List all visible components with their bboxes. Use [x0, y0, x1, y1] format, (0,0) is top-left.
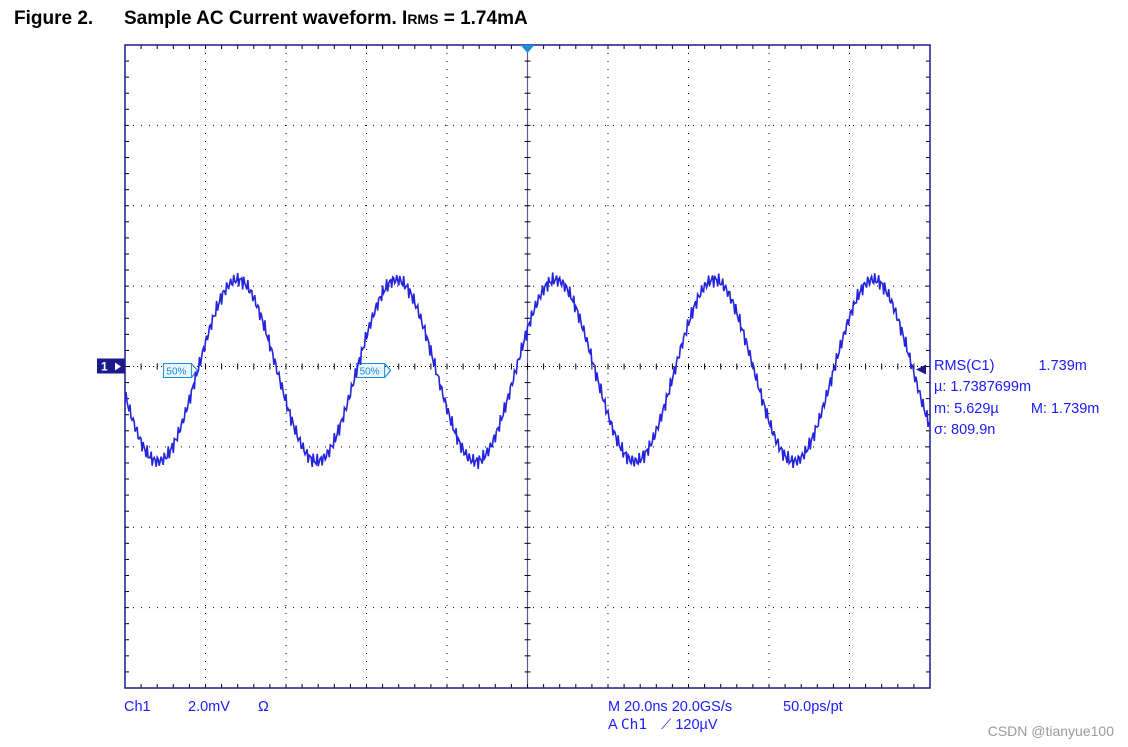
- graticule: [124, 44, 931, 689]
- measurement-min-max: m: 5.629µ M: 1.739m: [934, 401, 1099, 417]
- impedance-icon: Ω: [258, 699, 269, 715]
- level-marker-pointer: [384, 370, 392, 378]
- measurement-mean-label: µ:: [934, 379, 947, 395]
- trigger-readout: A Ch1 ⟋ 120µV: [608, 717, 718, 733]
- measurement-arrow-icon: [916, 364, 926, 375]
- channel-label: Ch1: [124, 699, 151, 715]
- channel-ground-marker: 1: [97, 358, 125, 374]
- trigger-level: 120µV: [675, 717, 718, 733]
- watermark: CSDN @tianyue100: [987, 723, 1114, 739]
- level-marker: 50%: [162, 363, 198, 378]
- timebase-readout: M 20.0ns 20.0GS/s: [608, 699, 732, 715]
- measurement-rms-name: RMS(C1): [934, 358, 995, 374]
- measurement-min-label: m:: [934, 401, 951, 417]
- measurement-sigma: σ: 809.9n: [934, 422, 995, 438]
- figure-title-main: Sample AC Current waveform. I: [124, 8, 408, 29]
- waveform-trace: [124, 272, 931, 470]
- trigger-prefix: A: [608, 717, 617, 733]
- level-marker-pointer: [190, 370, 198, 378]
- measurement-sigma-value: 809.9n: [951, 422, 996, 438]
- level-marker-pointer: [384, 363, 392, 371]
- measurement-max-label: M:: [1030, 401, 1047, 417]
- level-marker-label: 50%: [360, 367, 380, 378]
- figure-title-tail: = 1.74mA: [438, 8, 528, 29]
- trigger-source: Ch1: [620, 717, 648, 733]
- figure-title-sub: RMS: [407, 11, 439, 27]
- figure-label: Figure 2.: [14, 8, 94, 29]
- measurement-sigma-label: σ:: [934, 422, 947, 438]
- measurement-rms-value: 1.739m: [1038, 358, 1087, 374]
- sample-rate: 20.0GS/s: [671, 699, 733, 715]
- level-marker: 50%: [356, 363, 392, 378]
- measurement-max-value: 1.739m: [1050, 401, 1100, 417]
- volts-per-division: 2.0mV: [188, 699, 230, 715]
- channel-ground-label: 1: [101, 360, 108, 374]
- measurement-mean-value: 1.7387699m: [950, 379, 1032, 395]
- trigger-slope-icon: ⟋: [661, 717, 672, 733]
- trigger-position-marker: [520, 45, 535, 53]
- level-marker-label: 50%: [166, 367, 186, 378]
- measurement-rms: RMS(C1) 1.739m: [934, 358, 1087, 374]
- figure-title: Figure 2. Sample AC Current waveform. IRM…: [14, 8, 528, 30]
- measurement-min-value: 5.629µ: [954, 401, 999, 417]
- record-resolution: 50.0ps/pt: [783, 699, 843, 715]
- level-marker-box: [162, 363, 192, 378]
- measurement-mean: µ: 1.7387699m: [934, 379, 1031, 395]
- timebase: M 20.0ns: [608, 699, 668, 715]
- level-marker-pointer: [190, 363, 198, 371]
- ground-arrow-icon: [115, 362, 121, 371]
